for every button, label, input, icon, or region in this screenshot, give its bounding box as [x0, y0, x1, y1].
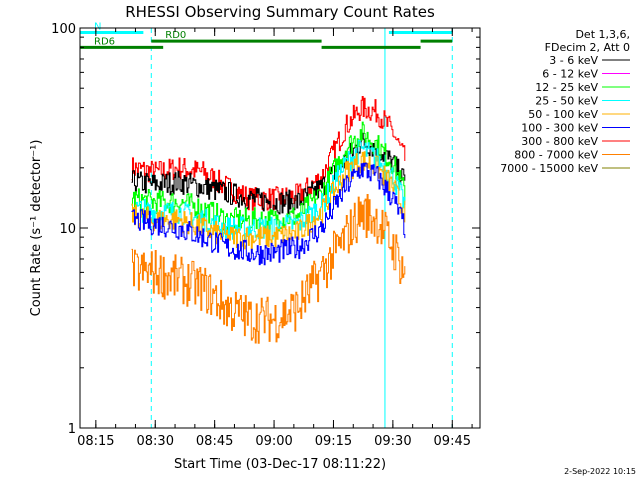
x-tick-label: 09:45: [434, 434, 471, 449]
legend-entry-label: 12 - 25 keV: [535, 81, 598, 94]
x-tick-label: 09:30: [374, 434, 411, 449]
x-tick-label: 08:45: [196, 434, 233, 449]
chart-title: RHESSI Observing Summary Count Rates: [125, 3, 435, 21]
legend-entry-label: 50 - 100 keV: [528, 108, 598, 121]
x-tick-label: 09:00: [255, 434, 292, 449]
y-axis-label: Count Rate (s⁻¹ detector⁻¹): [29, 140, 44, 317]
state-bar-label: RD6: [94, 36, 115, 47]
y-tick-label: 1: [68, 422, 76, 437]
state-bar-label: RD0: [165, 30, 186, 41]
legend-header: FDecim 2, Att 0: [545, 41, 630, 54]
x-axis-label: Start Time (03-Dec-17 08:11:22): [174, 457, 386, 472]
x-tick-label: 08:30: [137, 434, 174, 449]
x-tick-label: 08:15: [77, 434, 114, 449]
x-tick-label: 09:15: [315, 434, 352, 449]
y-tick-label: 100: [51, 22, 76, 37]
axes-layer: 08:15 08:30 08:45 09:00 09:15 09:30 09:45 1 10 10…: [51, 22, 480, 449]
footer-timestamp: 2-Sep-2022 10:15: [564, 467, 636, 476]
y-tick-label: 10: [59, 222, 76, 237]
legend-entry-label: 100 - 300 keV: [521, 122, 598, 135]
series-line: [131, 96, 406, 211]
legend-entry-label: 25 - 50 keV: [535, 95, 598, 108]
series-line: [131, 162, 406, 266]
legend-entry-label: 7000 - 15000 keV: [500, 162, 598, 175]
state-bar-label: N: [94, 21, 101, 32]
legend-entry-label: 3 - 6 keV: [549, 54, 598, 67]
series-line: [131, 132, 406, 215]
legend-entry-label: 800 - 7000 keV: [514, 149, 598, 162]
legend-header: Det 1,3,6,: [575, 28, 630, 41]
legend-entry-label: 300 - 800 keV: [521, 135, 598, 148]
series-line: [131, 194, 406, 344]
legend-entry-label: 6 - 12 keV: [542, 68, 598, 81]
data-layer: N RD0 RD6: [79, 21, 453, 428]
